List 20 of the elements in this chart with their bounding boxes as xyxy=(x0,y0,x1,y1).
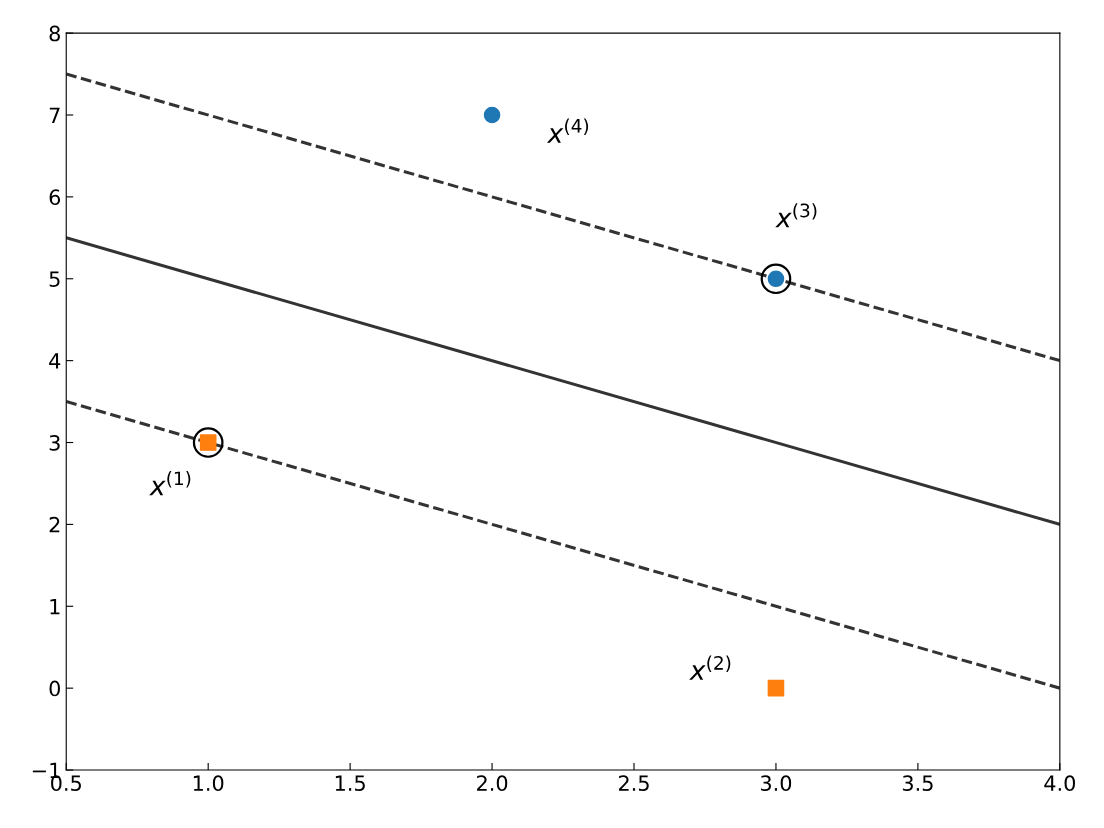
annotation: x$^{(4)}$ xyxy=(546,118,589,143)
y-tick-label: 0 xyxy=(49,680,60,697)
annotation: x$^{(2)}$ xyxy=(689,655,731,680)
y-tick-label: 4 xyxy=(49,353,61,369)
x-tick-label: 3.5 xyxy=(902,775,933,792)
annotation: x$^{(1)}$ xyxy=(149,471,191,496)
y-tick-label: 2 xyxy=(49,516,60,533)
y-tick-label: 7 xyxy=(49,107,60,123)
x-tick-label: 1.5 xyxy=(335,775,365,792)
x-tick-label: 3.0 xyxy=(760,775,792,792)
y-tick-label: 6 xyxy=(49,189,61,206)
x-tick-label: 4.0 xyxy=(1044,775,1076,792)
x-tick-label: 2.0 xyxy=(477,775,508,792)
x-tick-label: 1.0 xyxy=(193,775,224,792)
annotation: x$^{(3)}$ xyxy=(775,203,817,228)
y-tick-label: 8 xyxy=(49,25,60,42)
x-tick-label: 2.5 xyxy=(618,775,649,792)
y-tick-label: 1 xyxy=(50,599,60,615)
y-tick-label: 5 xyxy=(49,271,60,287)
y-tick-label: 3 xyxy=(49,434,60,451)
